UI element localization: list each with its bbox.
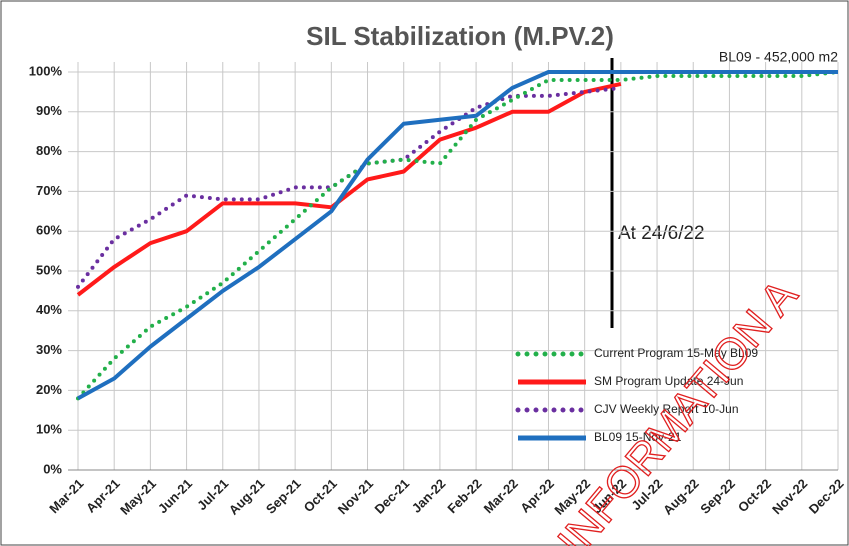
y-tick-label: 50%	[36, 262, 62, 277]
y-tick-label: 30%	[36, 342, 62, 357]
y-tick-label: 10%	[36, 422, 62, 437]
y-tick-label: 80%	[36, 143, 62, 158]
y-tick-label: 70%	[36, 183, 62, 198]
legend-label: BL09 15-Nov-21	[594, 430, 682, 444]
series-line	[76, 81, 622, 297]
y-tick-label: 60%	[36, 223, 62, 238]
y-tick-label: 100%	[29, 63, 63, 78]
y-tick-label: 90%	[36, 103, 62, 118]
legend-label: CJV Weekly Report 10-Jun	[594, 402, 739, 416]
chart-title: SIL Stabilization (M.PV.2)	[306, 21, 614, 51]
y-tick-label: 40%	[36, 302, 62, 317]
y-tick-label: 0%	[43, 461, 62, 476]
series-line	[77, 70, 838, 401]
y-tick-label: 20%	[36, 382, 62, 397]
annotation: At 24/6/22	[618, 223, 705, 244]
annotation: BL09 - 452,000 m2	[719, 49, 838, 65]
legend-label: Current Program 15-May BL09	[594, 346, 758, 360]
legend-label: SM Program Update 24-Jun	[594, 374, 743, 388]
